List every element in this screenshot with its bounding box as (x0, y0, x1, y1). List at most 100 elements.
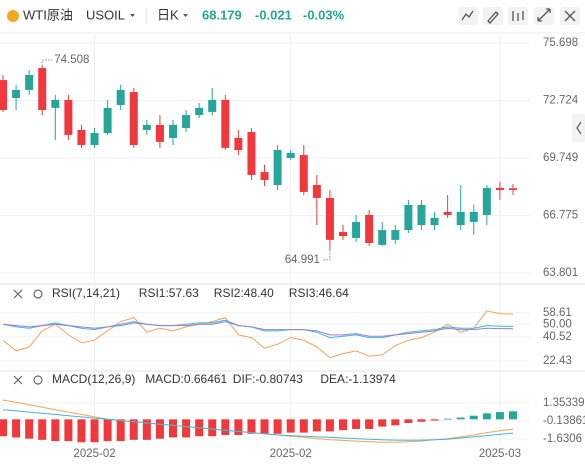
macd-bar (182, 419, 191, 438)
macd-bar (482, 413, 491, 420)
macd-bar (155, 419, 164, 439)
candle-body (352, 221, 361, 238)
macd-bar (169, 419, 177, 438)
candle-body (169, 124, 177, 139)
x-tick-label: 2025-02 (270, 448, 312, 460)
high-annotation: 74.508 (54, 54, 89, 66)
candle-body (12, 89, 21, 99)
low-annotation: 64.991 (285, 254, 320, 266)
candle-body (116, 89, 125, 105)
panel-controls (13, 289, 43, 385)
y-tick-label: 22.43 (543, 355, 572, 367)
rsi-line (2, 310, 514, 359)
macd-bar (495, 412, 504, 420)
side-tab-arrow (576, 121, 582, 135)
macd-bar (417, 419, 426, 422)
macd-bar (469, 415, 478, 420)
candle-body (129, 92, 138, 145)
macd-bar (456, 417, 465, 420)
macd-bar (325, 419, 334, 432)
symbol-name: WTI原油 (23, 7, 73, 22)
candle-body (312, 184, 321, 198)
candle-body (25, 75, 34, 90)
candle-body (325, 197, 334, 240)
macd-bar (51, 419, 60, 442)
rsi-line (2, 321, 514, 337)
y-tick-label: 40.52 (543, 331, 572, 343)
macd-bar (25, 419, 34, 439)
macd-bar (443, 418, 452, 420)
candle-body (339, 231, 347, 237)
macd-bar (12, 419, 21, 438)
macd-bar (38, 419, 47, 440)
macd-bar (378, 419, 387, 427)
last-price: 68.179 (202, 7, 242, 22)
macd-bar (142, 419, 151, 440)
macd-bar (64, 419, 73, 442)
candle-body (182, 115, 191, 128)
x-tick-label: 2025-03 (479, 448, 521, 460)
settings-icon[interactable] (33, 375, 43, 385)
y-tick-label: 1.35339 (543, 397, 585, 409)
candle-body (456, 211, 465, 226)
candle-body (273, 150, 282, 185)
candle-body (195, 107, 204, 116)
candle-body (365, 214, 374, 243)
symbol-code[interactable]: USOIL (86, 7, 125, 22)
price-change-pct: -0.03% (303, 7, 345, 22)
dropdown-arrow[interactable] (130, 14, 135, 17)
panel-title: MACD(12,26,9) (52, 372, 135, 386)
candle-body (260, 172, 269, 180)
toolbar (458, 7, 580, 25)
tool-icon (512, 11, 524, 21)
legend-entry: DIF:-0.80743 (233, 372, 303, 386)
candle-body (443, 211, 452, 215)
candle-body (234, 138, 243, 151)
candle-body (495, 187, 504, 191)
legend-entry: RSI3:46.64 (289, 286, 349, 300)
y-tick-label: 58.61 (543, 307, 572, 319)
legend-entry: RSI1:57.63 (139, 286, 199, 300)
candle-body (0, 80, 7, 110)
tool-icon (487, 11, 499, 24)
candle-body (482, 187, 491, 215)
macd-bar (0, 419, 7, 437)
candle-body (221, 99, 230, 148)
close-icon[interactable] (13, 375, 23, 385)
candle-body (299, 155, 308, 192)
candle-body (247, 132, 256, 175)
macd-bar (404, 419, 413, 423)
candle-body (430, 217, 439, 226)
x-tick-label: 2025-02 (73, 448, 115, 460)
macd-bar (509, 411, 517, 420)
candle-body (509, 188, 517, 191)
macd-bar (299, 419, 308, 433)
candle-body (469, 211, 478, 222)
candle-body (391, 230, 400, 240)
panel-title: RSI(7,14,21) (52, 286, 120, 300)
macd-bar (234, 419, 243, 436)
macd-bar (339, 419, 347, 431)
candle-body (142, 124, 151, 130)
settings-icon[interactable] (33, 289, 43, 299)
y-tick-label: 75.698 (543, 37, 578, 49)
candle-body (64, 99, 73, 135)
period[interactable]: 日K (157, 7, 179, 22)
macd-bar (208, 419, 217, 437)
macd-bar (103, 419, 112, 442)
dropdown-arrow[interactable] (183, 14, 188, 17)
macd-bar (129, 419, 138, 440)
macd-bar (352, 419, 361, 429)
tool-button[interactable] (534, 7, 554, 25)
macd-bar (391, 419, 400, 426)
macd-bar (430, 419, 439, 421)
y-tick-label: -0.13861 (543, 415, 585, 427)
candle-body (378, 230, 387, 245)
candle-body (286, 152, 295, 158)
candle-body (103, 107, 112, 134)
close-icon[interactable] (13, 289, 23, 299)
macd-bar (221, 419, 230, 436)
side-tab[interactable] (572, 114, 585, 142)
y-tick-label: 72.724 (543, 94, 579, 106)
candle-body (417, 204, 426, 226)
